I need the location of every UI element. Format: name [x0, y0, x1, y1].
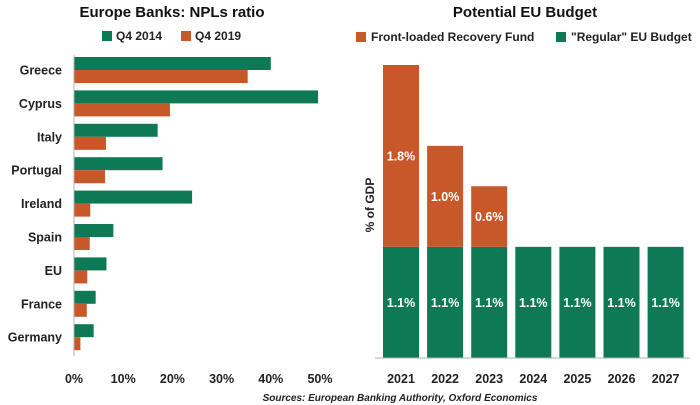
budget-category-labels: 2021 2022 2023 2024 2025 2026 2027: [387, 372, 679, 386]
npl-bar-italy-q4-2014: [74, 123, 158, 137]
npl-category-label-germany: Germany: [8, 331, 62, 345]
budget-bar-2024-regular: [515, 246, 552, 358]
budget-category-label-2025: 2025: [563, 372, 591, 386]
budget-bar-2025-regular: [559, 246, 596, 358]
npl-x-tick-5: 50%: [307, 372, 332, 386]
budget-legend: Front-loaded Recovery Fund "Regular" EU …: [356, 30, 692, 44]
npl-bar-greece-q4-2019: [74, 70, 248, 83]
npl-bar-italy-q4-2019: [74, 136, 106, 150]
npl-x-tick-1: 10%: [111, 372, 136, 386]
budget-bar-2026-regular: [603, 246, 640, 358]
budget-y-axis-label: % of GDP: [363, 178, 377, 233]
npl-bar-germany-q4-2014: [74, 324, 94, 338]
npl-bar-france-q4-2014: [74, 290, 96, 304]
budget-bar-2023-regular: [471, 246, 508, 358]
legend-swatch-q4-2014: [102, 31, 112, 41]
legend-label-q4-2014: Q4 2014: [116, 29, 162, 43]
legend-label-q4-2019: Q4 2019: [195, 29, 241, 43]
budget-category-label-2021: 2021: [387, 372, 415, 386]
budget-category-label-2026: 2026: [608, 372, 636, 386]
budget-bars: [383, 65, 684, 358]
legend-swatch-q4-2019: [181, 31, 191, 41]
npl-x-tick-0: 0%: [65, 372, 83, 386]
budget-bar-2021-regular: [383, 246, 419, 358]
budget-category-label-2023: 2023: [475, 372, 503, 386]
npl-bar-spain-q4-2019: [74, 237, 90, 250]
npl-bar-spain-q4-2014: [74, 224, 114, 237]
budget-label-2022-regular: 1.1%: [431, 296, 460, 310]
npl-category-label-greece: Greece: [20, 64, 62, 78]
budget-label-2023-regular: 1.1%: [475, 296, 504, 310]
npl-bars: [74, 57, 319, 351]
npl-x-tick-3: 30%: [209, 372, 234, 386]
legend-label-recovery-fund: Front-loaded Recovery Fund: [371, 30, 534, 44]
budget-label-2022-recovery: 1.0%: [431, 190, 460, 204]
budget-category-label-2022: 2022: [431, 372, 459, 386]
npl-bar-eu-q4-2019: [74, 270, 88, 284]
npl-x-tick-4: 40%: [258, 372, 283, 386]
budget-label-2023-recovery: 0.6%: [475, 210, 504, 224]
budget-bar-2027-regular: [647, 246, 684, 358]
budget-label-2021-regular: 1.1%: [387, 296, 416, 310]
npl-bar-eu-q4-2014: [74, 257, 107, 271]
budget-label-2026-regular: 1.1%: [607, 296, 636, 310]
npl-category-label-france: France: [21, 297, 62, 311]
budget-label-2024-regular: 1.1%: [519, 296, 548, 310]
budget-category-label-2027: 2027: [652, 372, 680, 386]
npl-category-label-ireland: Ireland: [21, 197, 62, 211]
budget-bar-2022-regular: [427, 246, 464, 358]
eu-budget-chart: Potential EU Budget Front-loaded Recover…: [356, 4, 692, 386]
npl-legend: Q4 2014 Q4 2019: [102, 29, 241, 43]
npl-bar-cyprus-q4-2019: [74, 103, 170, 117]
budget-label-2027-regular: 1.1%: [651, 296, 680, 310]
npl-bar-france-q4-2019: [74, 303, 87, 317]
npl-bar-ireland-q4-2019: [74, 203, 91, 217]
budget-bar-2023-recovery: [471, 186, 508, 247]
legend-swatch-regular-budget: [556, 32, 566, 42]
source-note: Sources: European Banking Authority, Oxf…: [263, 393, 538, 404]
npl-bar-ireland-q4-2014: [74, 190, 193, 204]
npl-category-label-cyprus: Cyprus: [19, 97, 62, 111]
budget-data-labels: 1.1% 1.8% 1.1% 1.0% 1.1% 0.6% 1.1% 1.1% 1.1% 1.1%: [387, 149, 680, 310]
legend-label-regular-budget: "Regular" EU Budget: [571, 30, 692, 44]
npl-category-label-spain: Spain: [28, 231, 62, 245]
budget-bar-2021-recovery: [383, 65, 419, 247]
npl-x-tick-2: 20%: [160, 372, 185, 386]
npl-bar-cyprus-q4-2014: [74, 90, 319, 104]
npl-bar-germany-q4-2019: [74, 337, 81, 351]
budget-bar-2022-recovery: [427, 145, 464, 247]
budget-category-label-2024: 2024: [519, 372, 547, 386]
legend-swatch-recovery-fund: [356, 32, 366, 42]
npl-bar-portugal-q4-2019: [74, 170, 105, 184]
budget-label-2025-regular: 1.1%: [563, 296, 592, 310]
npl-category-label-italy: Italy: [37, 130, 62, 144]
npl-x-tick-labels: 0% 10% 20% 30% 40% 50%: [65, 372, 333, 386]
npl-category-label-eu: EU: [45, 264, 62, 278]
budget-chart-title: Potential EU Budget: [453, 4, 597, 21]
budget-label-2021-recovery: 1.8%: [387, 149, 416, 163]
npl-bar-portugal-q4-2014: [74, 157, 163, 171]
npl-chart: Europe Banks: NPLs ratio Q4 2014 Q4 2019…: [8, 4, 333, 386]
npl-category-labels: Greece Cyprus Italy Portugal Ireland Spain EU F…: [8, 64, 62, 345]
npl-chart-title: Europe Banks: NPLs ratio: [79, 4, 264, 21]
npl-bar-greece-q4-2014: [74, 57, 271, 70]
npl-category-label-portugal: Portugal: [11, 164, 62, 178]
